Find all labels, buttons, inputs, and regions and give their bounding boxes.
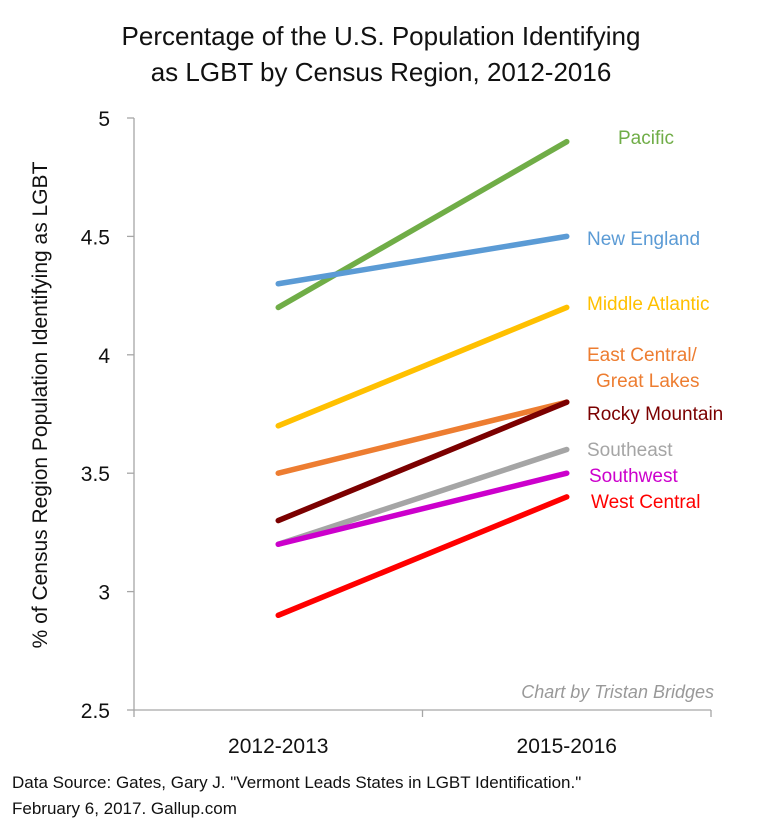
- chart-credit-annotation: Chart by Tristan Bridges: [521, 682, 714, 702]
- chart-title-line-2: as LGBT by Census Region, 2012-2016: [150, 57, 612, 87]
- chart-title-line-1: Percentage of the U.S. Population Identi…: [121, 21, 641, 51]
- series-line-southwest: [275, 470, 570, 547]
- y-tick-label: 4.5: [81, 226, 110, 249]
- series-label-new-england: New England: [587, 229, 700, 250]
- data-source-line-2: February 6, 2017. Gallup.com: [12, 799, 237, 818]
- series-label-east-central-great-lakes: East Central/: [587, 345, 698, 366]
- x-tick-label: 2012-2013: [228, 735, 328, 758]
- series-label-west-central: West Central: [591, 492, 700, 513]
- series-line-middle-atlantic: [275, 304, 570, 429]
- series-line-west-central: [275, 494, 570, 619]
- series-line-pacific: [275, 138, 570, 311]
- series-label-southeast: Southeast: [587, 440, 673, 461]
- series-label-southwest: Southwest: [589, 466, 678, 487]
- series-line-rocky-mountain: [275, 399, 570, 524]
- series-label-rocky-mountain: Rocky Mountain: [587, 404, 723, 425]
- x-tick-label: 2015-2016: [517, 735, 617, 758]
- series-labels: Pacific New England Middle Atlantic East Ce…: [587, 128, 723, 513]
- y-tick-label: 5: [98, 108, 110, 131]
- data-source-line-1: Data Source: Gates, Gary J. "Vermont Lea…: [12, 773, 582, 792]
- series-label-pacific: Pacific: [618, 128, 674, 149]
- series-lines: [275, 138, 570, 619]
- y-tick-label: 2.5: [81, 700, 110, 723]
- series-label-middle-atlantic: Middle Atlantic: [587, 294, 710, 315]
- data-source-note: Data Source: Gates, Gary J. "Vermont Lea…: [12, 770, 581, 822]
- series-label-east-central-great-lakes: Great Lakes: [596, 371, 700, 392]
- series-line-east-central-great-lakes: [275, 399, 570, 476]
- y-tick-label: 3: [98, 582, 110, 605]
- axes: 2.5 3 3.5 4 4.5 5 2012-2013 2015-2016: [81, 108, 712, 758]
- series-line-new-england: [275, 233, 570, 287]
- y-tick-label: 4: [98, 345, 110, 368]
- chart-title: Percentage of the U.S. Population Identi…: [0, 18, 762, 90]
- series-line-southeast: [275, 446, 570, 547]
- y-tick-label: 3.5: [81, 463, 110, 486]
- y-axis-label: % of Census Region Population Identifyin…: [29, 161, 52, 648]
